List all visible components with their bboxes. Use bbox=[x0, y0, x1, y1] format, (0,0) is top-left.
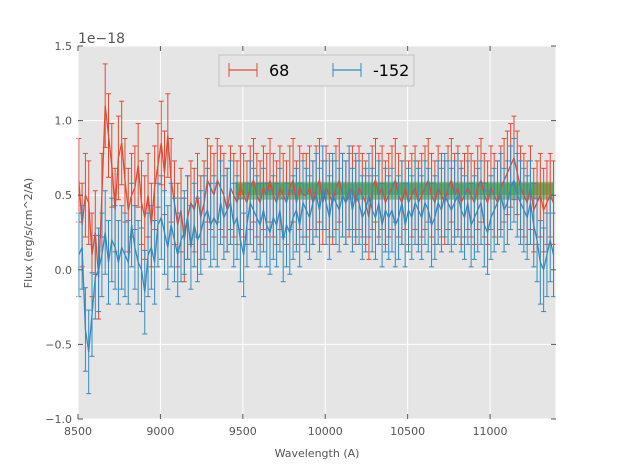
axes bbox=[77, 45, 557, 420]
legend-entry-0: 68 bbox=[228, 61, 289, 80]
x-tick-label: 10000 bbox=[308, 425, 343, 438]
legend-label-0: 68 bbox=[269, 61, 289, 80]
x-ticks: 8500 9000 9500 10000 10500 11000 bbox=[64, 46, 508, 438]
x-tick-label: 8500 bbox=[64, 425, 92, 438]
y-tick-label: 0.0 bbox=[55, 264, 73, 277]
y-tick-label: 1.5 bbox=[55, 40, 73, 53]
y-tick-label: 1.0 bbox=[55, 115, 73, 128]
y-tick-label: 0.5 bbox=[55, 189, 73, 202]
x-tick-label: 11000 bbox=[473, 425, 508, 438]
legend-entry-1: -152 bbox=[332, 61, 409, 80]
x-tick-label: 9000 bbox=[146, 425, 174, 438]
x-tick-label: 10500 bbox=[390, 425, 425, 438]
y-tick-label: −1.0 bbox=[45, 413, 72, 426]
series-group bbox=[76, 63, 557, 395]
x-tick-label: 9500 bbox=[229, 425, 257, 438]
series-line-1 bbox=[78, 178, 555, 352]
offset-label: 1e−18 bbox=[78, 31, 125, 47]
y-axis-label: Flux (erg/s/cm^2/A) bbox=[22, 178, 35, 288]
legend-label-1: -152 bbox=[373, 61, 409, 80]
series-1 bbox=[76, 138, 557, 395]
y-tick-label: −0.5 bbox=[45, 338, 72, 351]
y-ticks: −1.0 −0.5 0.0 0.5 1.0 1.5 bbox=[45, 40, 556, 426]
plot-frame bbox=[77, 45, 557, 420]
legend: 68 -152 bbox=[218, 54, 415, 87]
x-axis-label: Wavelength (A) bbox=[275, 447, 360, 460]
